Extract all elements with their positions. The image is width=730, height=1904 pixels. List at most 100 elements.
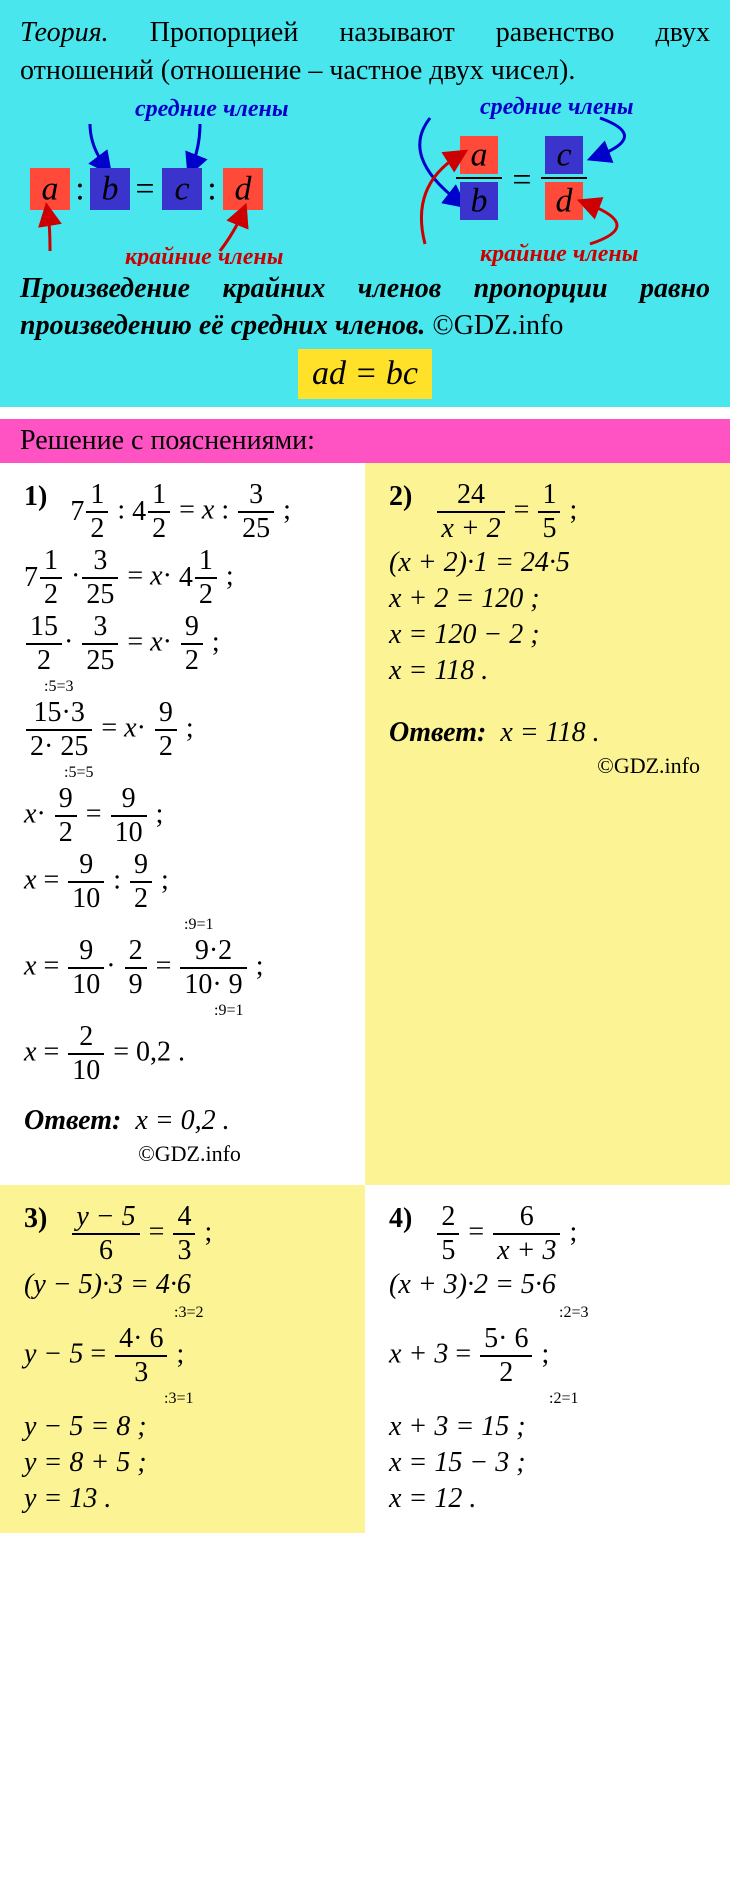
- var-b2: b: [471, 182, 488, 219]
- t: 10: [111, 815, 147, 847]
- t: x: [24, 951, 36, 982]
- sol2-ans-label: Ответ:: [389, 717, 486, 748]
- t: 2: [130, 881, 152, 913]
- sol2-ans: x = 118 .: [500, 717, 599, 748]
- sol1-ans-label: Ответ:: [24, 1105, 121, 1136]
- t: 2: [40, 577, 62, 609]
- sol2-num: 2): [389, 481, 412, 513]
- sol2-copy: ©GDZ.info: [389, 753, 720, 779]
- t: 2: [181, 643, 203, 675]
- solutions-grid: 1) 712 : 412 = x : 325 ; 712 ·325 = x· 4…: [0, 463, 730, 1533]
- t: x: [124, 713, 136, 744]
- t: x + 3: [389, 1339, 448, 1370]
- t: x: [150, 627, 162, 658]
- var-d: d: [235, 170, 253, 207]
- theory-box: Теория. Пропорцией называют равенство дв…: [0, 0, 730, 407]
- t: 1: [86, 481, 108, 511]
- t: 10: [68, 1053, 104, 1085]
- t: y − 5: [72, 1203, 139, 1233]
- t: 4: [179, 562, 193, 594]
- sol3-n1: :3=2: [174, 1305, 355, 1321]
- var-d2: d: [556, 182, 574, 219]
- sol2-s5: x = 118 .: [389, 655, 720, 687]
- t: 1: [148, 481, 170, 511]
- solution-1: 1) 712 : 412 = x : 325 ; 712 ·325 = x· 4…: [0, 463, 365, 1185]
- note4: :9=1: [214, 1003, 355, 1019]
- t: 24: [437, 481, 504, 511]
- sol3-n2: :3=1: [164, 1391, 355, 1407]
- t: 2: [125, 937, 147, 967]
- t: 9: [130, 851, 152, 881]
- t: 2: [195, 577, 217, 609]
- colon2: :: [207, 170, 216, 207]
- theory-body: Пропорцией называют равенство двух отнош…: [20, 17, 710, 86]
- sol3-s5: y = 8 + 5 ;: [24, 1447, 355, 1479]
- t: 2· 25: [26, 729, 92, 761]
- sol2-s4: x = 120 − 2 ;: [389, 619, 720, 651]
- sol4-n2: :2=1: [549, 1391, 720, 1407]
- t: 9·2: [180, 937, 246, 967]
- label-middle-left: средние члены: [135, 96, 288, 122]
- var-a: a: [42, 170, 59, 207]
- t: 25: [82, 643, 118, 675]
- label-outer-right: крайние члены: [480, 241, 638, 266]
- sol2-s2: (x + 2)·1 = 24·5: [389, 547, 720, 579]
- t: 5· 6: [480, 1325, 532, 1355]
- t: x: [24, 865, 36, 896]
- diagram-ratio: средние члены a : b = c : d: [20, 96, 360, 266]
- t: 9: [55, 785, 77, 815]
- t: 5: [538, 511, 560, 543]
- label-middle-right: средние члены: [480, 96, 633, 120]
- eq1: =: [135, 170, 154, 207]
- t: 25: [82, 577, 118, 609]
- sol4-num: 4): [389, 1203, 412, 1235]
- var-a2: a: [471, 136, 488, 173]
- t: x: [150, 561, 162, 592]
- sol4-s6: x = 12 .: [389, 1483, 720, 1515]
- solutions-header: Решение с пояснениями:: [0, 419, 730, 463]
- sol3-s2: (y − 5)·3 = 4·6: [24, 1269, 355, 1301]
- t: 7: [70, 496, 84, 528]
- diagram-fraction: средние члены a b = c d крайние члены: [370, 96, 710, 266]
- t: 1: [195, 547, 217, 577]
- t: y − 5: [24, 1339, 83, 1370]
- sol3-s6: y = 13 .: [24, 1483, 355, 1515]
- theory-text: Теория. Пропорцией называют равенство дв…: [20, 14, 710, 90]
- solution-2: 2) 24x + 2 = 15 ; (x + 2)·1 = 24·5 x + 2…: [365, 463, 730, 1185]
- t: 15·3: [26, 699, 92, 729]
- t: x + 3: [493, 1233, 560, 1265]
- t: x + 2: [437, 511, 504, 543]
- sol1-num: 1): [24, 481, 47, 513]
- t: 4: [173, 1203, 195, 1233]
- t: 2: [155, 729, 177, 761]
- sol4-n1: :2=3: [559, 1305, 720, 1321]
- formula-row: ad = bc: [20, 349, 710, 399]
- sol2-s3: x + 2 = 120 ;: [389, 583, 720, 615]
- theory-copyright: ©GDZ.info: [432, 310, 563, 341]
- t: 7: [24, 562, 38, 594]
- label-outer-left: крайние члены: [125, 244, 283, 266]
- t: 3: [82, 547, 118, 577]
- t: 25: [238, 511, 274, 543]
- t: 2: [148, 511, 170, 543]
- var-c: c: [174, 170, 189, 207]
- t: 9: [125, 967, 147, 999]
- t: x: [202, 495, 214, 526]
- t: 5: [437, 1233, 459, 1265]
- var-b: b: [102, 170, 119, 207]
- rule-text: Произведение крайних членов пропорции ра…: [20, 273, 710, 342]
- t: 9: [111, 785, 147, 815]
- diagram-row: средние члены a : b = c : d: [20, 96, 710, 266]
- t: 2: [26, 643, 62, 675]
- t: x: [24, 1037, 36, 1068]
- solution-4: 4) 25 = 6x + 3 ; (x + 3)·2 = 5·6 :2=3 x …: [365, 1185, 730, 1533]
- t: 6: [493, 1203, 560, 1233]
- t: 3: [238, 481, 274, 511]
- t: 6: [72, 1233, 139, 1265]
- t: 9: [155, 699, 177, 729]
- t: 2: [86, 511, 108, 543]
- sol4-s2: (x + 3)·2 = 5·6: [389, 1269, 720, 1301]
- sol1-copy: ©GDZ.info: [24, 1141, 355, 1167]
- t: 10· 9: [180, 967, 246, 999]
- t: 3: [82, 613, 118, 643]
